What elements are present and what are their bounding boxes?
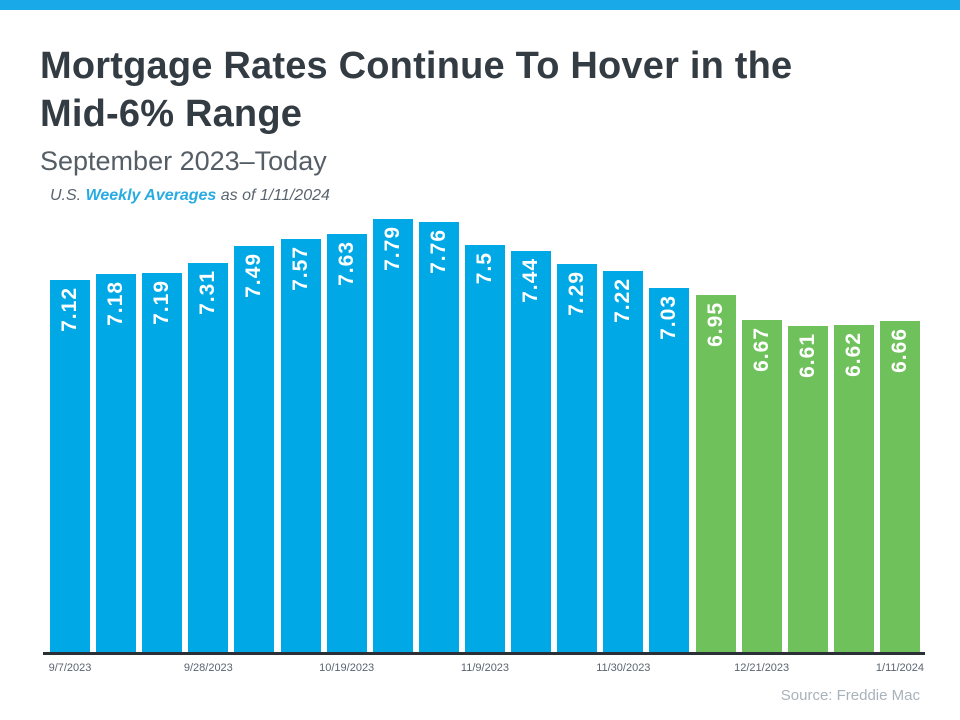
x-tick-label: 9/28/2023 — [183, 662, 233, 674]
bar-value-label: 7.29 — [565, 271, 589, 316]
bar-slot: 7.76 — [418, 200, 459, 653]
bar-7.31: 7.31 — [188, 263, 229, 653]
weekly-averages-link[interactable]: Weekly Averages — [85, 187, 217, 204]
page-title-line-2: Mid-6% Range — [40, 93, 303, 135]
bar-7.03: 7.03 — [649, 288, 690, 653]
bar-7.29: 7.29 — [557, 264, 598, 653]
bar-slot: 7.18 — [96, 200, 137, 653]
bar-7.63: 7.63 — [326, 234, 367, 653]
annotation-suffix: as of 1/11/2024 — [216, 187, 330, 204]
x-tick-label: 9/7/2023 — [48, 662, 92, 674]
bar-slot: 6.67 12/21/2023 — [734, 200, 789, 674]
bar-slot: 6.95 — [695, 200, 736, 653]
bar-7.12: 7.12 — [50, 280, 90, 653]
bar-slot: 7.49 — [234, 200, 275, 653]
page-title: Mortgage Rates Continue To Hover in the … — [40, 42, 792, 138]
x-axis-line — [43, 652, 925, 655]
x-tick-label: 11/9/2023 — [460, 662, 510, 674]
bar-value-label: 6.95 — [703, 302, 727, 347]
bar-7.57: 7.57 — [280, 239, 321, 653]
bar-6.61: 6.61 — [787, 326, 828, 653]
bar-7.76: 7.76 — [418, 222, 459, 653]
bar-7.19: 7.19 — [142, 273, 183, 653]
bar-value-label: 7.49 — [242, 253, 266, 298]
bar-chart-plot-area: 7.12 9/7/2023 7.18 7.19 7.31 9/28/2023 7.49 7.5… — [49, 200, 924, 674]
bar-7.44: 7.44 — [511, 251, 552, 653]
bar-6.95: 6.95 — [695, 295, 736, 653]
bar-6.66: 6.66 — [879, 321, 920, 653]
bar-7.79: 7.79 — [372, 219, 413, 653]
bar-slot: 7.03 — [649, 200, 690, 653]
bar-7.49: 7.49 — [234, 246, 275, 653]
bar-slot: 7.31 9/28/2023 — [184, 200, 233, 674]
bar-slot: 6.61 — [787, 200, 828, 653]
bar-value-label: 7.76 — [426, 229, 450, 274]
x-tick-label: 10/19/2023 — [319, 662, 375, 674]
annotation-prefix: U.S. — [50, 187, 86, 204]
bar-value-label: 6.61 — [795, 333, 819, 378]
bar-7.22: 7.22 — [603, 271, 644, 653]
bar-value-label: 7.5 — [472, 252, 496, 285]
bar-slot: 7.44 — [511, 200, 552, 653]
bar-value-label: 6.62 — [841, 332, 865, 377]
bar-value-label: 7.19 — [150, 280, 174, 325]
bar-value-label: 7.03 — [657, 295, 681, 340]
bar-slot: 7.29 — [557, 200, 598, 653]
bar-value-label: 7.44 — [519, 258, 543, 303]
bar-value-label: 7.18 — [104, 281, 128, 326]
chart-subtitle: September 2023–Today — [40, 146, 327, 176]
bar-value-label: 7.63 — [334, 241, 358, 286]
bar-value-label: 6.66 — [887, 328, 911, 373]
source-credit: Source: Freddie Mac — [780, 687, 920, 704]
bar-slot: 7.19 — [142, 200, 183, 653]
bar-slot: 7.57 — [280, 200, 321, 653]
bar-value-label: 7.22 — [611, 278, 635, 323]
page-title-line-1: Mortgage Rates Continue To Hover in the — [40, 45, 793, 87]
bar-value-label: 7.31 — [196, 270, 220, 315]
top-accent-bar — [0, 0, 960, 10]
x-tick-label: 12/21/2023 — [734, 662, 790, 674]
bar-value-label: 7.57 — [288, 246, 312, 291]
bar-7.18: 7.18 — [96, 274, 137, 653]
bar-6.67: 6.67 — [741, 320, 782, 653]
bar-slot: 7.22 11/30/2023 — [596, 200, 650, 674]
bar-6.62: 6.62 — [833, 325, 874, 653]
bar-slot: 7.5 11/9/2023 — [461, 200, 509, 674]
bar-slot: 7.12 9/7/2023 — [49, 200, 91, 674]
bar-slot: 6.62 — [833, 200, 874, 653]
bar-value-label: 6.67 — [749, 327, 773, 372]
bar-value-label: 7.79 — [380, 226, 404, 271]
x-tick-label: 11/30/2023 — [596, 662, 651, 674]
bar-slot: 7.79 — [372, 200, 413, 653]
chart-annotation: U.S. Weekly Averages as of 1/11/2024 — [50, 187, 330, 205]
x-tick-label: 1/11/2024 — [875, 662, 925, 674]
bar-slot: 6.66 1/11/2024 — [876, 200, 924, 674]
bar-value-label: 7.12 — [58, 287, 81, 332]
bar-slot: 7.63 10/19/2023 — [319, 200, 374, 674]
bar-7.5: 7.5 — [464, 245, 505, 653]
